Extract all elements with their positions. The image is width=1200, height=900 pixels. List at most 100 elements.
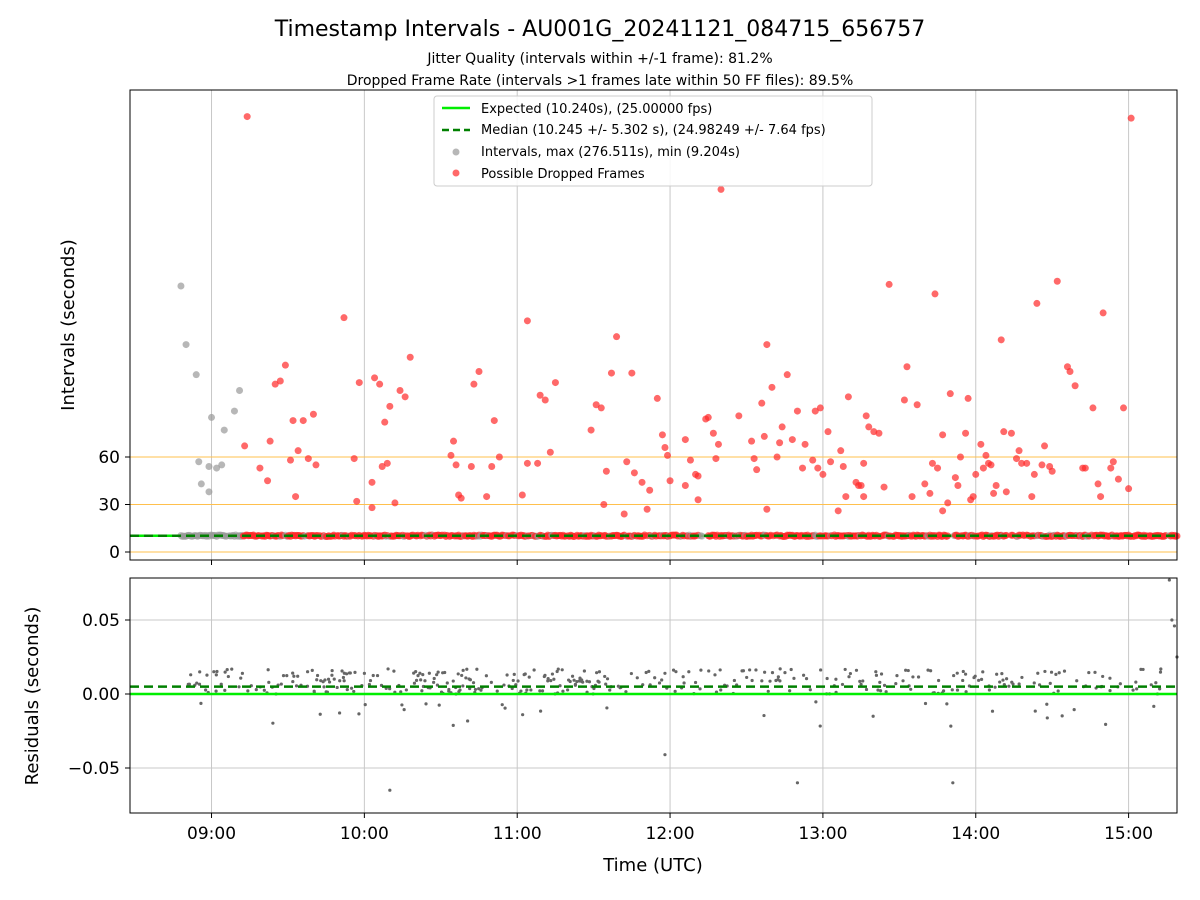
residual-point [195,681,199,685]
dropped-frame-point [661,444,669,451]
residual-point [402,708,406,712]
residual-point [568,679,572,684]
residual-point [230,667,234,671]
residual-point [1045,702,1049,706]
dropped-frame-point [450,437,458,445]
residual-point [843,667,847,672]
residual-point [955,688,960,692]
residual-point [964,690,968,694]
residual-point [979,677,984,681]
residual-point [1158,687,1162,691]
interval-point [192,371,200,379]
residual-point [1152,704,1156,708]
dropped-frame-point [276,377,284,385]
residual-point [754,668,758,672]
residual-point [808,688,812,692]
chart-subtitle-jitter: Jitter Quality (intervals within +/-1 fr… [426,51,772,67]
residual-point [420,689,424,693]
dropped-frame-point [286,456,294,464]
dropped-frame-point [587,426,595,434]
residual-point [1036,671,1040,675]
residual-point [653,676,657,680]
residual-point [582,669,586,673]
residual-point [219,682,223,686]
dropped-frame-point [926,489,934,497]
dropped-frame-point [839,463,847,470]
dropped-frame-point [814,464,822,472]
residual-outlier-point [951,781,955,785]
dropped-frame-point [1038,461,1046,469]
residual-point [392,669,396,673]
residual-point [267,680,271,684]
residual-point [840,682,845,687]
residual-point [1056,689,1060,693]
residuals-y-tick-label: 0.05 [82,611,120,631]
dropped-frame-point [944,499,952,507]
dropped-frame-point [844,393,852,401]
dropped-frame-point [396,387,404,394]
dropped-frame-point [842,493,850,501]
dropped-frame-point [241,442,249,450]
residual-point [214,689,218,693]
residual-point [604,682,608,686]
interval-point [230,407,238,415]
dropped-frame-point [939,431,947,439]
legend-intervals-label: Intervals, max (276.511s), min (9.204s) [481,145,740,160]
intervals-y-ticks: 0 30 60 [98,448,130,563]
residual-point [388,687,392,691]
dropped-frame-point [371,374,379,382]
residual-point [466,719,470,723]
residual-outlier-point [1170,618,1174,622]
residual-point [993,685,997,689]
dropped-frame-point [1048,467,1056,475]
residual-point [750,678,754,683]
dropped-frame-point [664,451,672,459]
residual-point [682,681,686,685]
residual-point [349,686,354,690]
legend: Expected (10.240s), (25.00000 fps) Media… [433,95,873,187]
residual-point [337,711,342,715]
residual-point [687,670,691,674]
dropped-frame-point [900,396,908,404]
residual-point [929,669,933,673]
residual-point [199,701,203,705]
dropped-frame-point [939,507,947,515]
interval-point [205,488,213,496]
dropped-frame-point [646,486,654,494]
residual-point [352,689,356,694]
residual-point [205,673,209,677]
residual-point [745,675,749,680]
dropped-frame-point [1018,459,1026,467]
dropped-frame-point [1033,299,1041,307]
residual-point [871,714,875,718]
residual-point [878,689,883,693]
residual-point [437,703,441,707]
residual-point [572,678,576,682]
residual-point [635,676,639,680]
residual-point [732,678,736,683]
dropped-frame-point [997,336,1005,344]
dropped-frame-point [1114,475,1122,483]
residual-point [495,689,499,693]
residual-point [315,673,320,678]
residual-point [335,685,339,690]
residual-point [519,689,523,693]
residual-point [451,679,455,683]
residual-point [603,674,607,679]
dropped-frame-point [518,491,526,499]
residual-point [707,669,711,673]
residual-point [949,724,953,728]
intervals-points [177,113,1135,518]
residual-point [854,668,859,672]
residual-point [1005,677,1009,681]
residual-point [375,673,380,678]
residual-point [461,684,465,688]
residual-point [961,678,965,683]
residual-point [435,673,439,677]
residual-point [762,713,766,718]
residual-point [412,681,417,685]
dropped-frame-point [309,410,317,418]
residual-point [1104,722,1108,726]
dropped-frame-point [934,464,942,472]
